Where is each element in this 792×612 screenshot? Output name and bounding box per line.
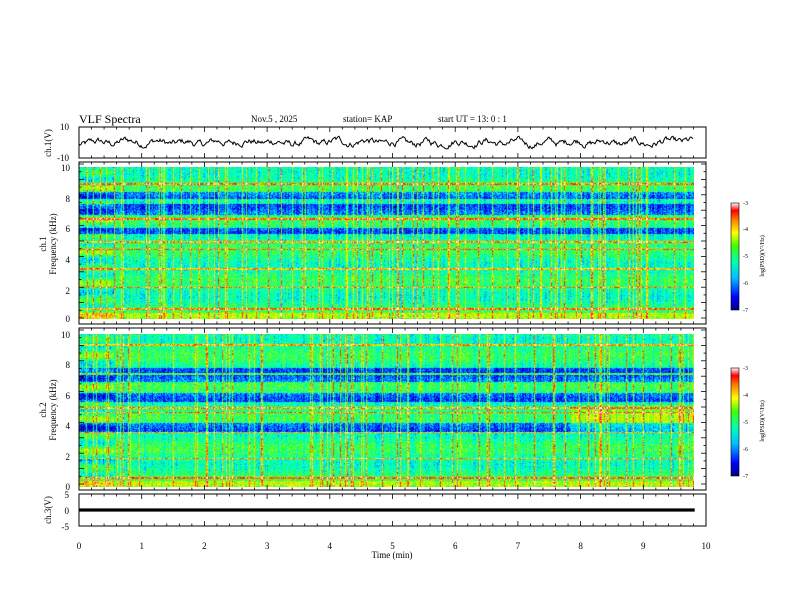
station-label: station= KAP [343,114,392,124]
ch2-cbar-tick: -7 [743,474,748,480]
ch3-ytick: -5 [62,522,70,532]
axis-tick-marks [78,127,707,526]
ch1-cbar-tick: -7 [743,308,748,314]
ch2-spec-ytick: 8 [66,360,71,370]
ch1-spectrogram-panel: 0 2 4 6 8 10 ch.1 Frequency (kHz) [38,161,707,325]
ch1-ytick-top: 10 [60,122,70,132]
ch1-spec-ylabel-frequency: Frequency (kHz) [48,213,58,274]
date-label: Nov.5 , 2025 [251,114,298,124]
ch1-spec-ytick: 8 [66,194,71,204]
x-tick-label: 10 [702,541,712,551]
ch2-spec-yticks: 0 2 4 6 8 10 [61,330,71,492]
x-tick-label: 5 [390,541,395,551]
x-axis-label: Time (min) [372,550,413,560]
ch1-spec-yticks: 0 2 4 6 8 10 [61,163,71,324]
ch1-cbar-tick: -5 [743,254,748,260]
ch1-colorbar: -3 -4 -5 -6 -7 log(PSD)(V²/Hz) [730,201,766,314]
ch1-waveform-ylabel: ch.1(V) [43,129,53,157]
ch1-spec-ytick: 2 [66,286,71,296]
ch2-cbar-tick: -4 [743,393,748,399]
ch2-spectrogram-panel: 0 2 4 6 8 10 ch.2 Frequency (kHz) [38,327,707,492]
ch1-waveform-line [78,135,694,150]
ch2-cbar-label: log(PSD)(V²/Hz) [759,400,766,441]
ch3-signal-panel: 5 0 -5 ch.3(V) [43,490,707,532]
x-tick-label: 0 [77,541,82,551]
ch1-spec-ytick: 6 [66,224,71,234]
ch2-spec-ytick: 6 [66,391,71,401]
ch2-colorbar: -3 -4 -5 -6 -7 log(PSD)(V²/Hz) [730,366,766,480]
x-tick-label: 4 [328,541,333,551]
figure-title: VLF Spectra [79,112,141,126]
ch3-signal-band [79,508,695,512]
ch2-spec-ytick: 10 [61,330,71,340]
ch1-cbar-tick: -3 [743,201,748,207]
start-time-label: start UT = 13: 0 : 1 [438,114,507,124]
x-tick-label: 6 [453,541,458,551]
ch1-ytick-bottom: -10 [57,153,69,163]
ch1-cbar-tick: -4 [743,227,748,233]
x-tick-label: 2 [202,541,207,551]
ch2-spec-ytick: 2 [66,452,71,462]
ch2-cbar-tick: -3 [743,366,748,372]
ch2-cbar-tick: -5 [743,420,748,426]
ch1-waveform-panel: 10 -10 ch.1(V) [43,122,707,163]
ch2-spec-ylabel-frequency: Frequency (kHz) [48,379,58,440]
x-tick-label: 7 [516,541,521,551]
ch2-spec-ylabel-channel: ch.2 [38,402,48,417]
ch1-spec-ytick: 10 [61,163,71,173]
ch1-spec-ylabel-channel: ch.1 [38,236,48,251]
ch1-spec-ytick: 0 [66,314,71,324]
ch1-cbar-tick: -6 [743,281,748,287]
ch1-cbar-label: log(PSD)(V²/Hz) [759,235,766,276]
ch2-spec-ytick: 0 [66,482,71,492]
x-axis: 0 1 2 3 4 5 6 7 8 9 10 Time (min) [77,541,711,560]
ch2-spectrogram-image [79,334,694,487]
ch2-cbar-tick: -6 [743,447,748,453]
ch3-ytick: 5 [65,490,70,500]
ch3-ytick: 0 [65,506,70,516]
x-tick-label: 8 [578,541,583,551]
ch2-spec-ytick: 4 [66,421,71,431]
ch1-spec-ytick: 4 [66,255,71,265]
ch3-ylabel: ch.3(V) [43,496,53,524]
x-tick-label: 9 [641,541,646,551]
x-tick-label: 1 [139,541,144,551]
x-tick-label: 3 [265,541,270,551]
ch1-spectrogram-image [79,167,694,319]
